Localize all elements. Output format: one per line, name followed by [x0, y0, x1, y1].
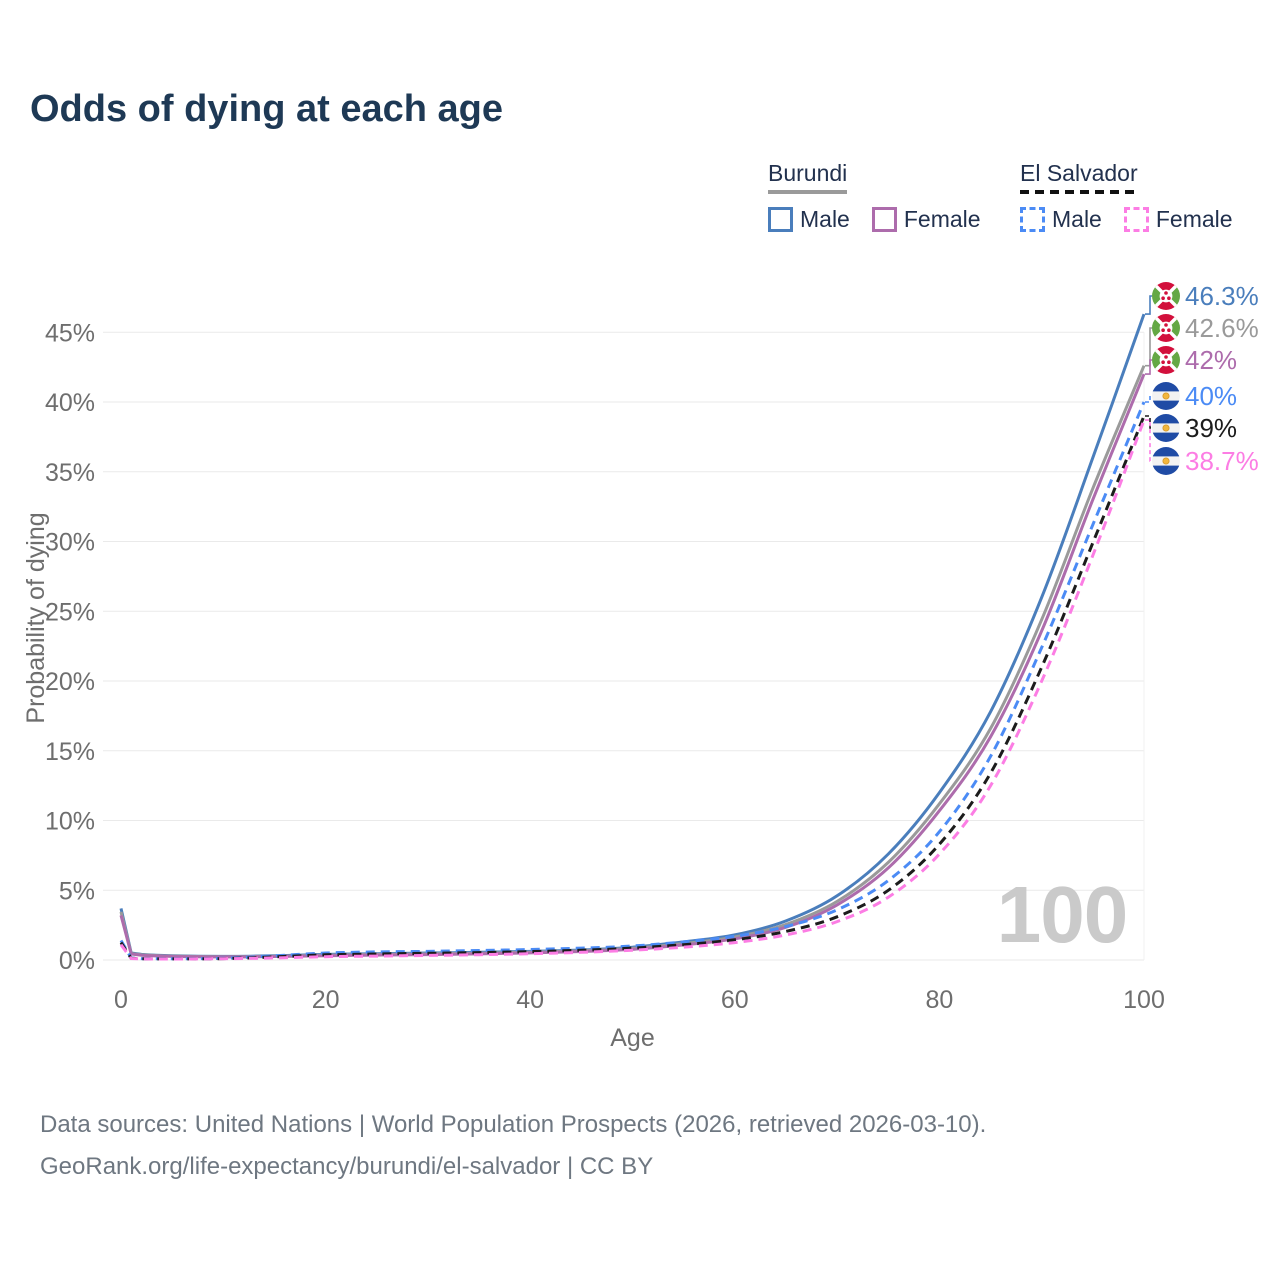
- leader-line-el-salvador-female: [1145, 419, 1152, 462]
- y-tick-label: 5%: [59, 877, 95, 905]
- y-tick-label: 35%: [45, 459, 95, 487]
- leader-line-burundi-both: [1145, 327, 1152, 367]
- leader-line-burundi-male: [1145, 295, 1152, 315]
- watermark-age-100: 100: [997, 870, 1127, 959]
- series-line-burundi-both[interactable]: [119, 365, 1146, 959]
- y-tick-label: 15%: [45, 738, 95, 766]
- y-tick-label: 20%: [45, 668, 95, 696]
- end-label-burundi-both: 42.6%: [1185, 313, 1259, 343]
- x-tick-label: 80: [925, 986, 953, 1014]
- legend-item-label: Female: [903, 206, 981, 232]
- burundi-flag-icon: [1152, 346, 1180, 374]
- end-label-el-salvador-male: 40%: [1185, 381, 1237, 411]
- legend-underline-solid: [768, 190, 848, 194]
- x-tick-label: 20: [312, 986, 340, 1014]
- series-line-el-salvador-both[interactable]: [119, 415, 1146, 961]
- y-tick-label: 45%: [45, 319, 95, 347]
- end-label-burundi-female: 42%: [1185, 345, 1237, 375]
- footer-source-line: Data sources: United Nations | World Pop…: [40, 1111, 987, 1138]
- legend-item-label: Female: [1155, 206, 1233, 232]
- legend-item-label: Male: [800, 206, 850, 232]
- chart-footer: Data sources: United Nations | World Pop…: [40, 1104, 986, 1188]
- burundi-flag-icon: [1152, 314, 1180, 342]
- legend-group-el-salvador: El Salvador Male Female: [1020, 160, 1233, 233]
- series-line-burundi-male[interactable]: [119, 313, 1146, 958]
- legend-item-label: Male: [1052, 206, 1102, 232]
- legend-item-burundi-male[interactable]: Male: [768, 206, 850, 233]
- y-axis-title: Probability of dying: [22, 512, 50, 723]
- el-salvador-flag-icon: [1152, 382, 1180, 410]
- footer-license-line: GeoRank.org/life-expectancy/burundi/el-s…: [40, 1153, 654, 1180]
- legend-group-title: El Salvador: [1020, 160, 1138, 186]
- y-tick-label: 0%: [59, 947, 95, 975]
- legend-swatch-solid-blue: [768, 207, 793, 232]
- legend-item-el-salvador-female[interactable]: Female: [1123, 206, 1233, 233]
- x-axis-title: Age: [610, 1024, 654, 1052]
- legend-swatch-solid-purple: [871, 207, 897, 232]
- el-salvador-flag-icon: [1152, 414, 1180, 442]
- legend-item-burundi-female[interactable]: Female: [871, 206, 981, 233]
- legend-swatch-dashed-pink: [1123, 207, 1149, 232]
- legend-group-title: Burundi: [768, 160, 848, 186]
- end-label-el-salvador-female: 38.7%: [1185, 446, 1259, 476]
- x-tick-label: 40: [516, 986, 544, 1014]
- y-tick-label: 25%: [45, 598, 95, 626]
- y-tick-label: 10%: [45, 808, 95, 836]
- legend-header-burundi: Burundi: [768, 160, 848, 194]
- leader-line-el-salvador-both: [1145, 415, 1152, 429]
- series-line-el-salvador-male[interactable]: [119, 401, 1146, 961]
- legend-underline-dashed: [1020, 190, 1138, 194]
- end-label-burundi-male: 46.3%: [1185, 281, 1259, 311]
- chart-svg: 0% 5% 10% 15% 20% 25% 30% 35% 40% 45% 0 20 40 60 80 100…: [22, 240, 1259, 1052]
- page-title: Odds of dying at each age: [30, 88, 503, 130]
- series-line-el-salvador-female[interactable]: [119, 419, 1146, 961]
- legend-header-el-salvador: El Salvador: [1020, 160, 1138, 194]
- x-tick-label: 0: [114, 986, 128, 1014]
- legend-item-el-salvador-male[interactable]: Male: [1020, 206, 1102, 233]
- leader-line-burundi-female: [1145, 359, 1152, 375]
- x-tick-label: 60: [721, 986, 749, 1014]
- end-label-el-salvador-both: 39%: [1185, 413, 1237, 443]
- legend-group-burundi: Burundi Male Female: [768, 160, 981, 233]
- x-tick-label: 100: [1123, 986, 1165, 1014]
- leader-line-el-salvador-male: [1145, 395, 1152, 403]
- burundi-flag-icon: [1152, 282, 1180, 310]
- y-tick-label: 40%: [45, 389, 95, 417]
- series-line-burundi-female[interactable]: [119, 373, 1146, 959]
- y-tick-label: 30%: [45, 529, 95, 557]
- legend-swatch-dashed-blue: [1020, 207, 1045, 232]
- el-salvador-flag-icon: [1152, 447, 1180, 475]
